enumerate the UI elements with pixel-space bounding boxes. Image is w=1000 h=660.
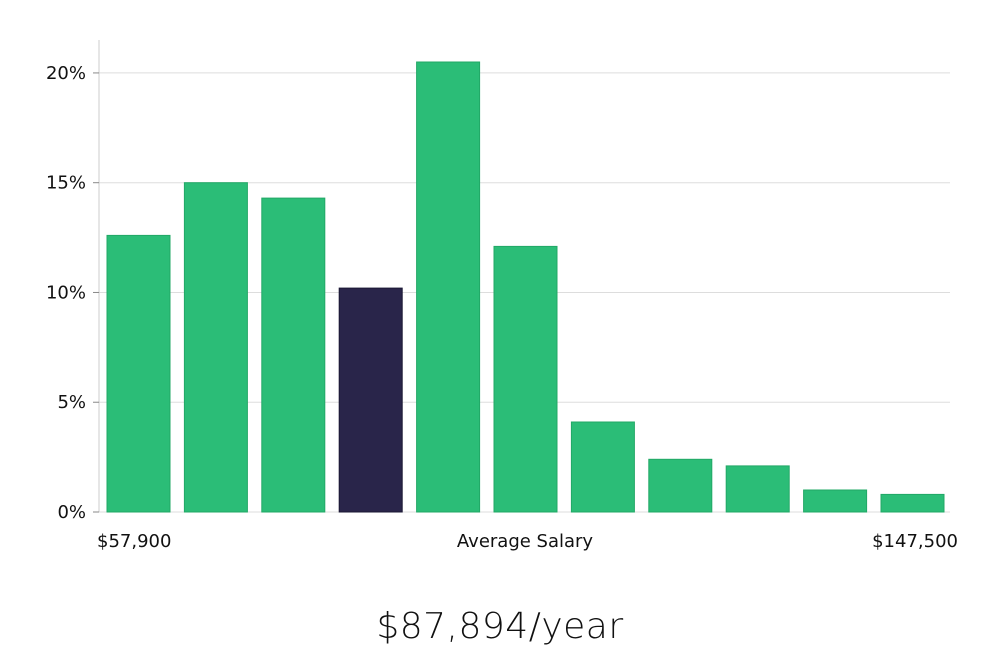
x-axis-title: Average Salary xyxy=(457,531,594,552)
bar xyxy=(183,182,248,513)
bar xyxy=(648,458,713,513)
bar xyxy=(570,421,635,513)
bar xyxy=(416,61,481,513)
salary-histogram: 0% 5% 10% 15% 20% $57,900 Average Salary $14… xyxy=(46,40,958,552)
bar-highlighted xyxy=(338,287,403,513)
y-axis-ticks: 0% 5% 10% 15% 20% xyxy=(46,63,99,523)
bar xyxy=(725,465,790,513)
x-max-label: $147,500 xyxy=(872,531,958,552)
y-tick-label: 5% xyxy=(57,392,86,413)
y-tick-label: 15% xyxy=(46,173,86,194)
average-salary-value: $87,894/year xyxy=(376,606,624,647)
bar xyxy=(106,234,171,513)
y-tick-label: 10% xyxy=(46,282,86,303)
x-min-label: $57,900 xyxy=(97,531,171,552)
bar xyxy=(493,245,558,513)
bar xyxy=(261,197,326,513)
y-tick-label: 0% xyxy=(57,502,86,523)
bar xyxy=(880,493,945,513)
bars xyxy=(106,61,945,513)
bar xyxy=(803,489,868,513)
y-tick-label: 20% xyxy=(46,63,86,84)
